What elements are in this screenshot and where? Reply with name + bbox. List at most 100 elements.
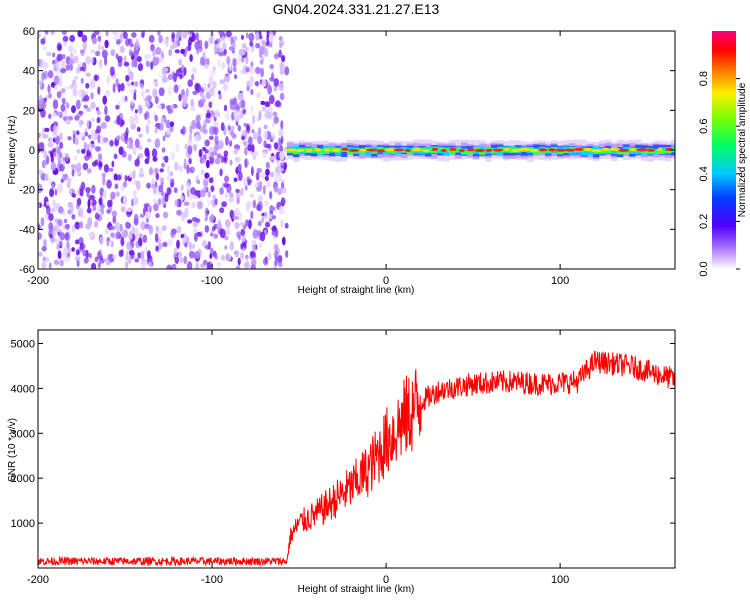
spectrogram-cell — [245, 255, 249, 263]
spectrogram-cell — [52, 124, 57, 135]
spectrogram-cell — [140, 83, 144, 89]
spectrogram-cell — [247, 181, 251, 186]
y-tick-label: 20 — [23, 105, 35, 117]
spectrogram-cell — [140, 250, 145, 260]
spectrogram-cell — [107, 254, 111, 260]
spectrogram-cell — [180, 48, 185, 55]
spectrogram-cell — [250, 251, 256, 258]
spectrogram-cell — [64, 223, 70, 230]
band-cell — [616, 149, 624, 155]
spectrogram-cell — [251, 166, 254, 177]
spectrogram-cell — [74, 256, 81, 262]
spectrogram-cell — [96, 110, 102, 116]
band-peak — [503, 147, 510, 151]
band-peak — [431, 147, 439, 151]
spectrogram-cell — [264, 200, 270, 207]
spectrogram-cell — [249, 66, 255, 75]
spectrogram-cell — [218, 94, 222, 100]
y-tick-label: -20 — [19, 185, 35, 197]
spectrogram-cell — [276, 162, 281, 167]
spectrogram-cell — [204, 216, 208, 222]
spectrogram-cell — [237, 163, 242, 172]
spectrogram-cell — [72, 224, 75, 233]
spectrogram-cell — [40, 217, 45, 227]
band-cell — [472, 147, 480, 152]
spectrogram-cell — [52, 148, 56, 153]
spectrogram-cell — [146, 151, 150, 161]
spectrogram-cell — [104, 257, 109, 262]
spectrogram-cell — [223, 156, 227, 162]
spectrogram-cell — [281, 198, 286, 205]
spectrogram-cell — [269, 171, 275, 178]
spectrogram-cell — [110, 191, 116, 200]
spectrogram-cell — [85, 82, 90, 89]
band-peak — [440, 149, 447, 152]
spectrogram-cell — [108, 167, 114, 172]
spectrogram-cell — [159, 177, 165, 182]
band-peak — [573, 147, 584, 151]
spectrogram-cell — [173, 187, 178, 194]
spectrogram-cell — [241, 99, 246, 110]
spectrogram-cell — [246, 125, 251, 134]
spectrogram-cell — [161, 162, 165, 168]
spectrogram-cell — [56, 243, 60, 251]
spectrogram-cell — [129, 115, 135, 126]
spectrogram-cell — [106, 179, 112, 189]
x-tick-label: -100 — [201, 275, 223, 287]
spectrogram-cell — [266, 34, 270, 45]
spectrogram-cell — [129, 51, 134, 57]
spectrogram-cell — [201, 94, 206, 100]
spectrogram-cell — [123, 61, 130, 67]
spectrogram-cell — [208, 36, 214, 45]
spectrogram-cell — [170, 150, 176, 161]
spectrogram-cell — [71, 247, 75, 252]
spectrogram-cell — [100, 203, 105, 209]
spectrogram-cell — [133, 91, 137, 101]
spectrogram-cell — [167, 73, 174, 81]
spectrogram-cell — [201, 169, 204, 175]
spectrogram-cell — [195, 262, 200, 269]
spectrogram-cell — [271, 215, 276, 220]
colorbar-ticks: 0.0 0.2 0.4 0.6 0.8 — [698, 71, 740, 277]
spectrogram-cell — [268, 33, 274, 43]
spectrogram-cell — [267, 252, 272, 261]
spectrogram-cell — [207, 199, 211, 207]
spectrogram-cell — [233, 66, 237, 73]
band-peak — [485, 148, 493, 152]
snr-x-ticks: -200 -100 0 100 — [27, 330, 569, 586]
band-peak — [412, 148, 422, 152]
spectrogram-cell — [129, 89, 134, 94]
spectrogram-cell — [204, 63, 210, 70]
spectrogram-cell — [279, 43, 283, 49]
spectrogram-cell — [278, 254, 283, 262]
spectrogram-cell — [186, 182, 191, 192]
spectrogram-cell — [121, 150, 127, 158]
spectrogram-cell — [52, 59, 56, 65]
spectrogram-cell — [281, 55, 286, 63]
spectrogram-cell — [134, 138, 140, 149]
spectrogram-cell — [117, 60, 123, 68]
spectrogram-cell — [200, 263, 206, 268]
spectrogram-cell — [71, 105, 76, 114]
spectrogram-cell — [97, 153, 103, 161]
spectrogram-cell — [103, 137, 109, 143]
spectrogram-cell — [153, 203, 159, 212]
spectrogram-cell — [280, 178, 286, 183]
spectrogram-cell — [256, 167, 262, 174]
spectrogram-cell — [161, 75, 168, 83]
spectrogram-cell — [255, 151, 259, 156]
spectrogram-cell — [112, 31, 119, 35]
spectrogram-cell — [183, 201, 190, 206]
snr-x-label: Height of straight line (km) — [298, 584, 415, 595]
spectrogram-cell — [229, 140, 233, 147]
spectrogram-cell — [66, 181, 71, 189]
x-tick-label: -100 — [201, 574, 223, 586]
spectrogram-cell — [132, 170, 136, 180]
band-cell — [358, 148, 366, 154]
spectrogram-cell — [234, 147, 239, 155]
spectrogram-cell — [56, 202, 60, 209]
spectrogram-cell — [84, 131, 89, 137]
spectrogram-cell — [218, 90, 221, 95]
spectrogram-cell — [58, 78, 62, 87]
band-cell — [610, 148, 618, 155]
